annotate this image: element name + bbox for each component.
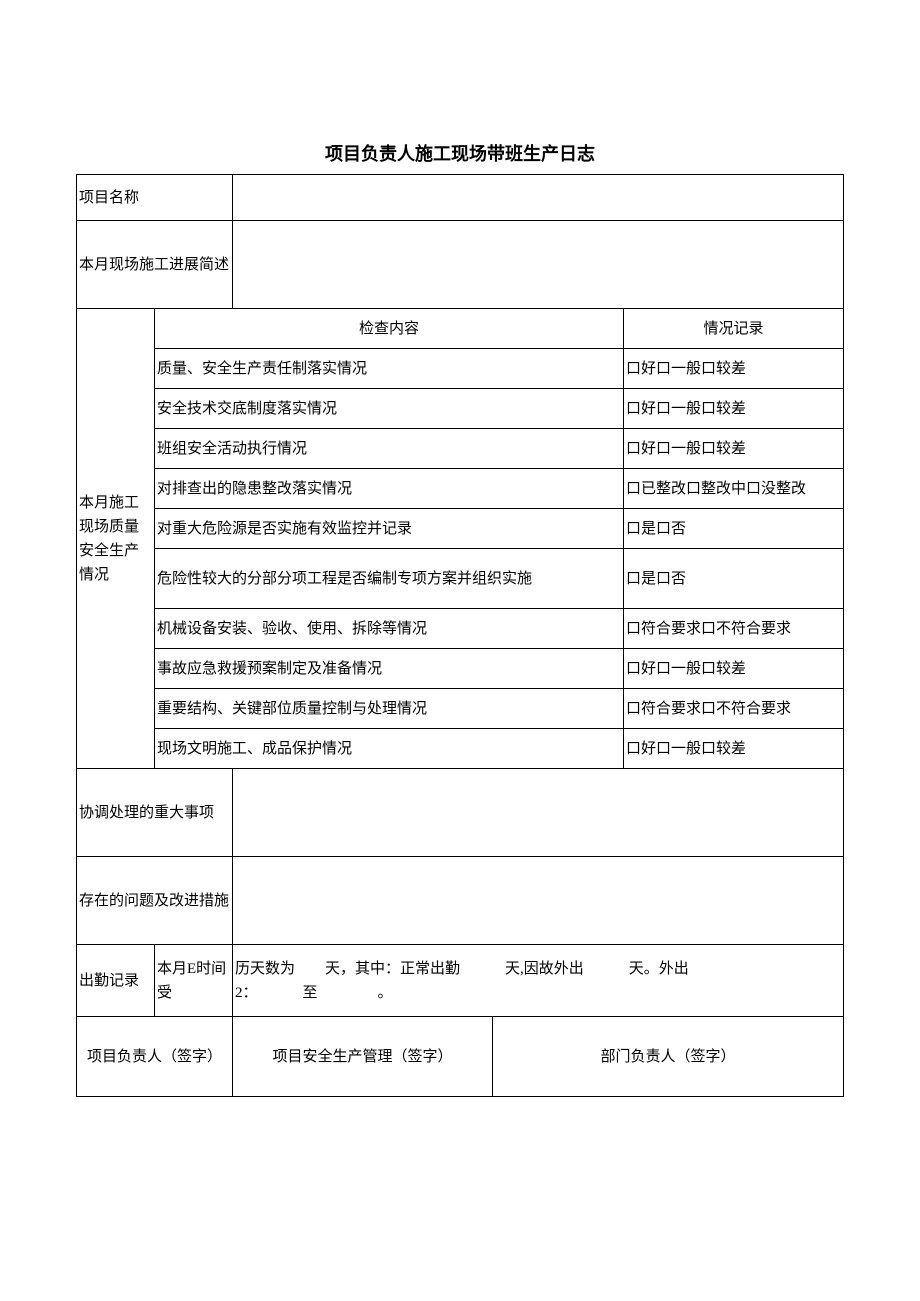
page-container: 项目负责人施工现场带班生产日志 项目名称 本月现场施工进展简述 本月施工现场质量… — [0, 0, 920, 1097]
field-project-name — [233, 175, 844, 221]
check-record: 口好口一般口较差 — [624, 649, 844, 689]
check-record: 口好口一般口较差 — [624, 389, 844, 429]
check-record: 口符合要求口不符合要求 — [624, 689, 844, 729]
table-row: 项目名称 — [77, 175, 844, 221]
table-row: 出勤记录 本月E时间受 历天数为 天，其中：正常出勤 天,因故外出 天。外出 2… — [77, 945, 844, 1017]
field-progress — [233, 221, 844, 309]
check-content: 机械设备安装、验收、使用、拆除等情况 — [155, 609, 624, 649]
label-record-header: 情况记录 — [624, 309, 844, 349]
table-row: 危险性较大的分部分项工程是否编制专项方案并组织实施 口是口否 — [77, 549, 844, 609]
label-project-name: 项目名称 — [77, 175, 233, 221]
label-attend: 出勤记录 — [77, 945, 155, 1017]
table-row: 现场文明施工、成品保护情况 口好口一般口较差 — [77, 729, 844, 769]
form-table: 项目名称 本月现场施工进展简述 本月施工现场质量安全生产情况 检查内容 情况记录… — [76, 174, 844, 1097]
table-row: 对排查出的隐患整改落实情况 口已整改口整改中口没整改 — [77, 469, 844, 509]
check-record: 口好口一般口较差 — [624, 349, 844, 389]
label-section: 本月施工现场质量安全生产情况 — [77, 309, 155, 769]
check-content: 重要结构、关键部位质量控制与处理情况 — [155, 689, 624, 729]
check-record: 口是口否 — [624, 509, 844, 549]
table-row: 对重大危险源是否实施有效监控并记录 口是口否 — [77, 509, 844, 549]
label-sig3: 部门负责人（签字） — [493, 1017, 844, 1097]
check-record: 口好口一般口较差 — [624, 729, 844, 769]
attendance-line1: 历天数为 天，其中：正常出勤 天,因故外出 天。外出 — [235, 957, 841, 981]
table-row: 安全技术交底制度落实情况 口好口一般口较差 — [77, 389, 844, 429]
check-content: 对重大危险源是否实施有效监控并记录 — [155, 509, 624, 549]
table-row: 存在的问题及改进措施 — [77, 857, 844, 945]
table-row: 事故应急救援预案制定及准备情况 口好口一般口较差 — [77, 649, 844, 689]
table-row: 质量、安全生产责任制落实情况 口好口一般口较差 — [77, 349, 844, 389]
field-issues — [233, 857, 844, 945]
table-row: 协调处理的重大事项 — [77, 769, 844, 857]
check-content: 危险性较大的分部分项工程是否编制专项方案并组织实施 — [155, 549, 624, 609]
table-row: 重要结构、关键部位质量控制与处理情况 口符合要求口不符合要求 — [77, 689, 844, 729]
check-content: 对排查出的隐患整改落实情况 — [155, 469, 624, 509]
check-content: 事故应急救援预案制定及准备情况 — [155, 649, 624, 689]
table-row: 班组安全活动执行情况 口好口一般口较差 — [77, 429, 844, 469]
label-progress: 本月现场施工进展简述 — [77, 221, 233, 309]
check-record: 口好口一般口较差 — [624, 429, 844, 469]
label-issues: 存在的问题及改进措施 — [77, 857, 233, 945]
table-row: 机械设备安装、验收、使用、拆除等情况 口符合要求口不符合要求 — [77, 609, 844, 649]
check-record: 口符合要求口不符合要求 — [624, 609, 844, 649]
table-row: 本月施工现场质量安全生产情况 检查内容 情况记录 — [77, 309, 844, 349]
attendance-line2: 2： 至 。 — [235, 981, 841, 1005]
check-record: 口已整改口整改中口没整改 — [624, 469, 844, 509]
label-sig2: 项目安全生产管理（签字） — [233, 1017, 493, 1097]
label-sig1: 项目负责人（签字） — [77, 1017, 233, 1097]
check-content: 班组安全活动执行情况 — [155, 429, 624, 469]
check-content: 安全技术交底制度落实情况 — [155, 389, 624, 429]
check-content: 现场文明施工、成品保护情况 — [155, 729, 624, 769]
check-content: 质量、安全生产责任制落实情况 — [155, 349, 624, 389]
table-row: 本月现场施工进展简述 — [77, 221, 844, 309]
label-attend-sub: 本月E时间受 — [155, 945, 233, 1017]
label-coord: 协调处理的重大事项 — [77, 769, 233, 857]
table-row: 项目负责人（签字） 项目安全生产管理（签字） 部门负责人（签字） — [77, 1017, 844, 1097]
field-coord — [233, 769, 844, 857]
field-attend: 历天数为 天，其中：正常出勤 天,因故外出 天。外出 2： 至 。 — [233, 945, 844, 1017]
page-title: 项目负责人施工现场带班生产日志 — [76, 140, 844, 166]
label-check-header: 检查内容 — [155, 309, 624, 349]
check-record: 口是口否 — [624, 549, 844, 609]
